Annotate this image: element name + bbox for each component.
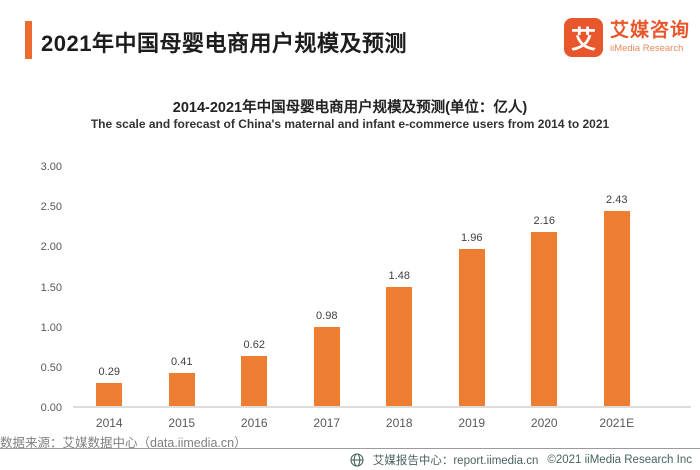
footer-divider	[0, 448, 700, 449]
bar	[96, 382, 123, 406]
y-tick-label: 2.00	[40, 241, 62, 254]
bar	[458, 248, 485, 406]
bar	[531, 232, 558, 406]
iimedia-logo: 艾 艾媒咨询 iiMedia Research	[563, 18, 690, 57]
plot-area: 0.29 0.41 0.62 0.98 1.48 1.96 2.16 2.43	[73, 167, 691, 408]
y-tick-label: 1.50	[40, 281, 62, 294]
bar-column: 2.43	[581, 167, 654, 406]
data-source-note: 数据来源：艾媒数据中心（data.iimedia.cn）	[0, 436, 247, 450]
logo-name-cn: 艾媒咨询	[609, 19, 690, 41]
footer: 艾媒报告中心：report.iimedia.cn ©2021 iiMedia R…	[350, 452, 692, 468]
copyright-text: ©2021 iiMedia Research Inc	[547, 454, 692, 466]
bar	[168, 373, 195, 406]
bar	[313, 327, 340, 406]
y-tick-label: 1.00	[40, 321, 62, 334]
y-tick-label: 2.50	[40, 201, 62, 214]
y-axis: 3.00 2.50 2.00 1.50 1.00 0.50 0.00	[0, 161, 62, 414]
globe-icon	[350, 453, 364, 467]
chart-subtitle-en: The scale and forecast of China's matern…	[90, 117, 610, 131]
bar	[241, 356, 268, 406]
x-tick-label: 2018	[385, 416, 413, 430]
x-axis: 2014 2015 2016 2017 2018 2019 2020 2021E	[73, 416, 691, 430]
bar-value-label: 2.43	[606, 193, 628, 206]
bar-value-label: 0.98	[316, 310, 338, 323]
y-tick-label: 3.00	[40, 161, 62, 173]
y-tick-label: 0.50	[40, 361, 62, 374]
bar	[386, 287, 413, 406]
chart-title: 2014-2021年中国母婴电商用户规模及预测(单位：亿人)	[172, 100, 528, 116]
bar-column: 0.98	[291, 167, 364, 406]
x-tick-label: 2016	[240, 416, 268, 430]
bar-value-label: 0.29	[98, 365, 120, 378]
bar-column: 0.29	[73, 167, 146, 406]
bar-column: 0.41	[146, 167, 219, 406]
x-tick-label: 2015	[168, 416, 196, 430]
report-center-text: 艾媒报告中心：report.iimedia.cn	[372, 455, 539, 467]
bar-value-label: 1.48	[388, 270, 410, 283]
bar-columns: 0.29 0.41 0.62 0.98 1.48 1.96 2.16 2.43	[73, 167, 691, 406]
logo-name-en: iiMedia Research	[609, 43, 684, 55]
bar-column: 0.62	[218, 167, 291, 406]
y-tick-label: 0.00	[40, 402, 62, 414]
x-tick-label: 2019	[458, 416, 486, 430]
title-accent-bar	[25, 21, 32, 59]
x-tick-label: 2017	[313, 416, 341, 430]
logo-text: 艾媒咨询 iiMedia Research	[609, 19, 690, 55]
bar-column: 1.48	[363, 167, 436, 406]
page-title: 2021年中国母婴电商用户规模及预测	[41, 31, 407, 56]
bar-value-label: 0.41	[171, 356, 193, 369]
bar-chart: 3.00 2.50 2.00 1.50 1.00 0.50 0.00 0.29 0.41 0.6…	[0, 161, 700, 447]
bar	[603, 210, 630, 406]
x-tick-label: 2021E	[599, 416, 635, 430]
bar-column: 1.96	[436, 167, 509, 406]
bar-value-label: 2.16	[533, 215, 555, 228]
bar-value-label: 1.96	[461, 231, 483, 244]
bar-value-label: 0.62	[243, 339, 265, 352]
iimedia-logo-icon: 艾	[563, 18, 603, 57]
x-tick-label: 2020	[530, 416, 558, 430]
bar-column: 2.16	[508, 167, 581, 406]
x-tick-label: 2014	[95, 416, 123, 430]
